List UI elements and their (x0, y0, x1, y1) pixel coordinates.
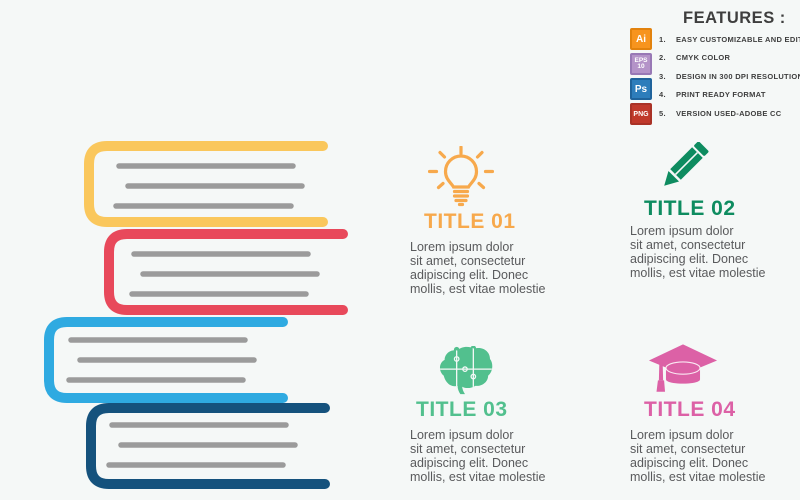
features-list: 1. EASY CUSTOMIZABLE AND EDITABLE 2. CMY… (659, 34, 800, 127)
feature-item: 2. CMYK COLOR (659, 53, 731, 62)
pencil-icon (655, 141, 713, 207)
brain-puzzle-icon (436, 345, 494, 401)
file-format-badges: Ai EPS 10 Ps PNG (630, 28, 652, 125)
book-yellow (83, 140, 329, 228)
book-text-lines (113, 163, 305, 209)
ai-file-icon: Ai (630, 28, 652, 50)
book-text-lines (106, 422, 298, 468)
eps10-file-icon: EPS 10 (630, 53, 652, 75)
png-file-icon: PNG (630, 103, 652, 125)
section-body-text: Lorem ipsum dolor sit amet, consectetur … (410, 240, 546, 296)
book-light-blue (43, 316, 289, 404)
section-body-text: Lorem ipsum dolor sit amet, consectetur … (630, 224, 766, 280)
section-title: TITLE 02 (644, 197, 736, 220)
section-body-text: Lorem ipsum dolor sit amet, consectetur … (630, 428, 766, 484)
features-heading: FEATURES : (683, 9, 786, 27)
book-text-lines (129, 251, 320, 297)
lightbulb-icon (427, 145, 495, 215)
ps-file-icon: Ps (630, 78, 652, 100)
graduation-cap-icon (648, 344, 718, 399)
section-title: TITLE 04 (644, 398, 736, 421)
book-text-lines (66, 337, 257, 383)
book-dark-blue (85, 402, 331, 490)
section-title: TITLE 01 (424, 210, 516, 233)
feature-item: 1. EASY CUSTOMIZABLE AND EDITABLE (659, 34, 800, 44)
feature-item: 3. DESIGN IN 300 DPI RESOLUTION (659, 71, 800, 81)
feature-item: 5. VERSION USED-ADOBE CC (659, 108, 782, 118)
section-body-text: Lorem ipsum dolor sit amet, consectetur … (410, 428, 546, 484)
book-red (103, 228, 349, 316)
section-title: TITLE 03 (416, 398, 508, 421)
feature-item: 4. PRINT READY FORMAT (659, 90, 766, 99)
